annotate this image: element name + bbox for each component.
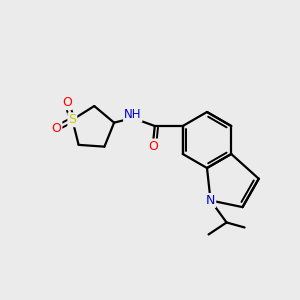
Text: NH: NH	[124, 109, 142, 122]
Text: O: O	[148, 140, 158, 152]
Text: S: S	[68, 113, 76, 126]
Text: O: O	[62, 96, 72, 109]
Text: N: N	[206, 194, 215, 207]
Text: O: O	[52, 122, 61, 135]
